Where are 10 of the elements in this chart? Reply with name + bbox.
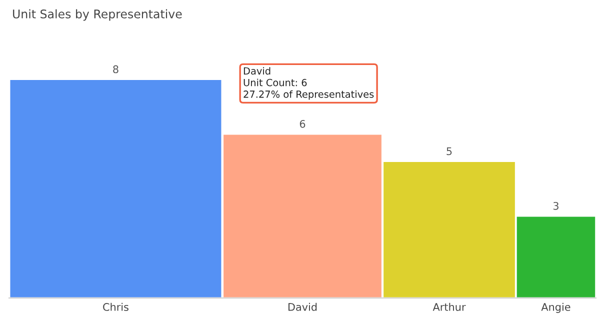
x-tick-label: Chris bbox=[103, 302, 128, 311]
data-label: 6 bbox=[300, 120, 306, 128]
data-label: 5 bbox=[446, 147, 452, 156]
x-tick-label: David bbox=[288, 302, 317, 311]
data-label: 3 bbox=[553, 202, 558, 210]
x-tick-label: Arthur bbox=[432, 302, 466, 311]
data-label: 8 bbox=[113, 65, 118, 74]
annotation: David Unit Count: 6 27.27% of Representatives bbox=[244, 67, 374, 100]
chart-title: Unit Sales by Representative bbox=[13, 9, 182, 21]
x-tick-label: Angie bbox=[541, 302, 570, 313]
